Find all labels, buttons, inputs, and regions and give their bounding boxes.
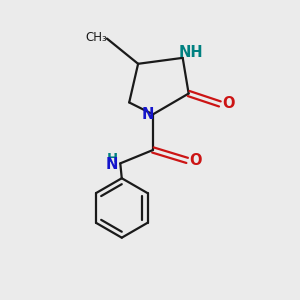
Text: NH: NH <box>179 45 203 60</box>
Text: N: N <box>141 107 154 122</box>
Text: H: H <box>106 152 118 164</box>
Text: O: O <box>189 154 202 169</box>
Text: N: N <box>106 158 118 172</box>
Text: O: O <box>222 96 234 111</box>
Text: CH₃: CH₃ <box>85 31 107 44</box>
